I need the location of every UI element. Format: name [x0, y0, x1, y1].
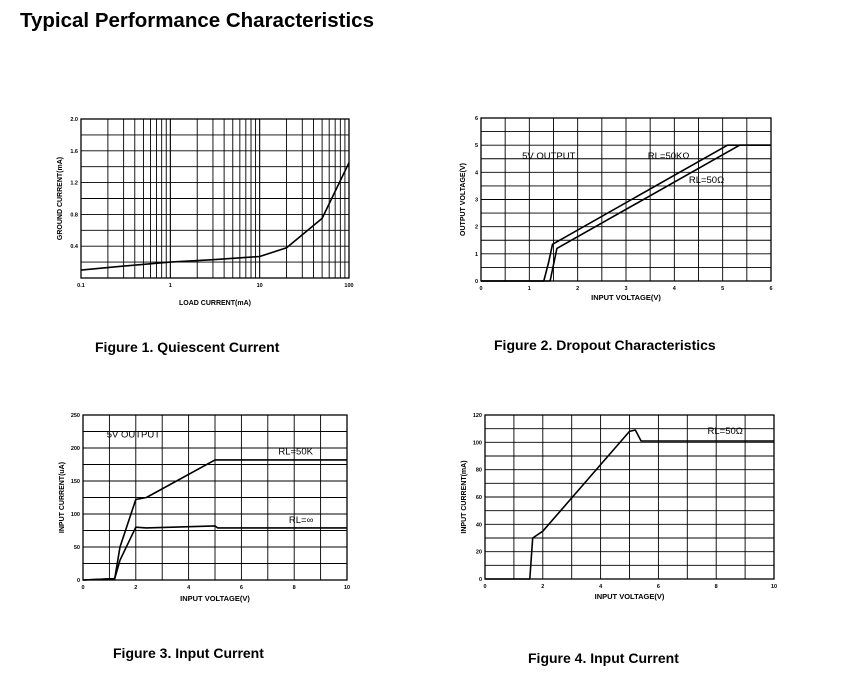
- x-tick-label: 8: [293, 585, 296, 591]
- y-tick-label: 40: [476, 522, 482, 528]
- page-title: Typical Performance Characteristics: [20, 9, 374, 32]
- y-tick-label: 0: [475, 279, 478, 285]
- x-tick-label: 2: [576, 286, 579, 292]
- figure-4-caption: Figure 4. Input Current: [528, 650, 679, 666]
- x-tick-label: 0: [479, 286, 482, 292]
- series-line: [481, 144, 771, 282]
- annotation-label: 5V OUTPUT: [107, 429, 161, 440]
- x-tick-label: 1: [169, 283, 172, 289]
- y-tick-label: 120: [473, 413, 482, 419]
- y-tick-label: 2: [475, 225, 478, 231]
- y-tick-label: 0: [479, 577, 482, 583]
- x-tick-label: 3: [624, 286, 627, 292]
- annotation-label: RL=50KΩ: [648, 151, 690, 162]
- x-axis-label: LOAD CURRENT(mA): [179, 300, 251, 307]
- x-tick-label: 6: [240, 585, 243, 591]
- y-tick-label: 5: [475, 143, 478, 149]
- y-tick-label: 3: [475, 198, 478, 204]
- x-tick-label: 4: [599, 584, 603, 590]
- x-tick-label: 2: [541, 584, 544, 590]
- annotation-label: RL=50Ω: [708, 426, 743, 437]
- y-tick-label: 100: [473, 440, 482, 446]
- x-tick-label: 10: [771, 584, 777, 590]
- y-tick-label: 1.6: [70, 149, 78, 155]
- plot-frame: [484, 414, 775, 580]
- figure-3-caption: Figure 3. Input Current: [113, 645, 264, 661]
- y-tick-label: 250: [71, 413, 80, 419]
- plot-frame: [480, 117, 772, 282]
- annotation-label: RL=50K: [278, 447, 313, 458]
- x-tick-label: 2: [134, 585, 137, 591]
- x-tick-label: 10: [344, 585, 350, 591]
- y-axis-label: INPUT CURRENT(mA): [461, 460, 468, 533]
- x-tick-label: 10: [257, 283, 263, 289]
- x-tick-label: 0: [81, 585, 84, 591]
- x-tick-label: 4: [187, 585, 191, 591]
- y-tick-label: 2.0: [70, 117, 78, 123]
- x-axis-label: INPUT VOLTAGE(V): [591, 293, 661, 302]
- plot-frame: [80, 118, 350, 279]
- figure-2-caption: Figure 2. Dropout Characteristics: [494, 337, 716, 353]
- y-tick-label: 0.8: [70, 212, 78, 218]
- x-axis-label: INPUT VOLTAGE(V): [180, 594, 250, 603]
- figure-1-caption: Figure 1. Quiescent Current: [95, 339, 280, 355]
- y-tick-label: 60: [476, 495, 482, 501]
- x-tick-label: 0.1: [77, 283, 85, 289]
- series-line: [485, 429, 774, 580]
- y-tick-label: 200: [71, 446, 80, 452]
- y-axis-label: OUTPUT VOLTAGE(V): [460, 163, 467, 236]
- y-tick-label: 20: [476, 550, 482, 556]
- y-tick-label: 50: [74, 545, 80, 551]
- plot-frame: [82, 414, 348, 581]
- x-tick-label: 5: [721, 286, 724, 292]
- y-tick-label: 4: [475, 170, 479, 176]
- series-line: [82, 525, 347, 581]
- annotation-label: RL=50Ω: [689, 175, 724, 186]
- annotation-label: RL=∞: [289, 515, 314, 526]
- annotation-label: 5V OUTPUT: [522, 151, 576, 162]
- series-line: [80, 162, 350, 271]
- x-tick-label: 0: [483, 584, 486, 590]
- y-axis-label: INPUT CURRENT(uA): [59, 462, 66, 533]
- x-tick-label: 1: [528, 286, 531, 292]
- x-tick-label: 4: [673, 286, 677, 292]
- y-tick-label: 0.4: [70, 244, 79, 250]
- y-tick-label: 1.2: [70, 181, 78, 187]
- y-tick-label: 100: [71, 512, 80, 518]
- y-tick-label: 0: [77, 578, 80, 584]
- y-tick-label: 80: [476, 468, 482, 474]
- x-tick-label: 8: [715, 584, 718, 590]
- y-axis-label: GROUND CURRENT(mA): [57, 157, 64, 240]
- x-axis-label: INPUT VOLTAGE(V): [595, 592, 665, 601]
- y-tick-label: 6: [475, 116, 478, 122]
- x-tick-label: 6: [657, 584, 660, 590]
- y-tick-label: 1: [475, 252, 478, 258]
- x-tick-label: 6: [769, 286, 772, 292]
- x-tick-label: 100: [344, 283, 353, 289]
- y-tick-label: 150: [71, 479, 80, 485]
